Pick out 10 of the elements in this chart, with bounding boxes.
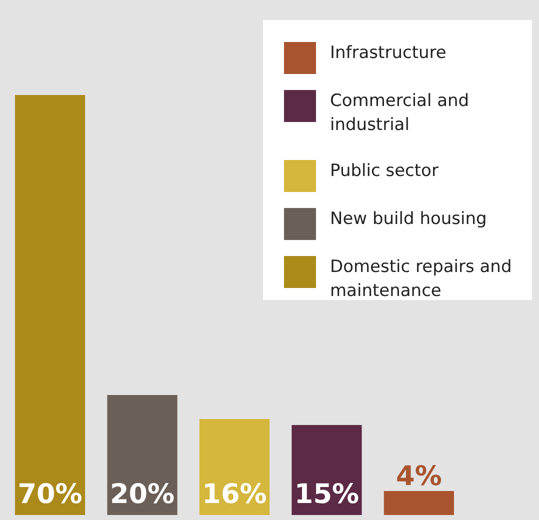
legend-label: Commercial and industrial: [330, 91, 470, 135]
data-label: 15%: [294, 479, 360, 510]
data-label: 16%: [202, 479, 267, 510]
legend-label: New build housing: [330, 209, 487, 229]
legend-label: Public sector: [330, 161, 438, 181]
data-label: 70%: [18, 479, 82, 510]
data-label: 4%: [396, 461, 442, 492]
data-label: 20%: [110, 479, 175, 510]
legend-label: Domestic repairs and maintenance: [330, 257, 512, 301]
legend-label: Infrastructure: [330, 43, 446, 63]
